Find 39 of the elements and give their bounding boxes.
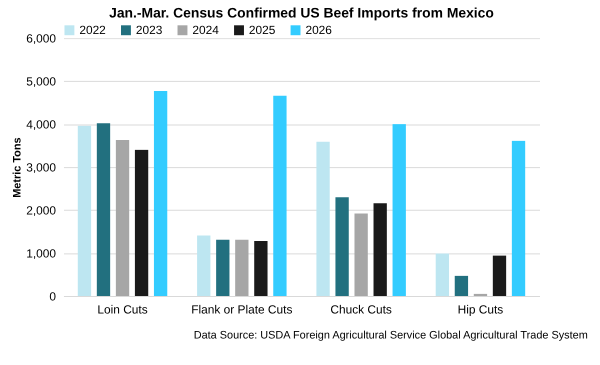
y-tick-label: 4,000 [26, 118, 56, 132]
legend-label: 2026 [305, 23, 332, 38]
legend-label: 2023 [136, 23, 163, 38]
bar [454, 276, 468, 296]
bar [335, 197, 349, 296]
bar [96, 123, 110, 296]
chart-title: Jan.-Mar. Census Confirmed US Beef Imports from Mexico [109, 4, 494, 20]
bar [512, 140, 526, 296]
bar [354, 214, 368, 296]
bar [216, 240, 230, 296]
y-tick-label: 2,000 [26, 204, 56, 218]
bar [154, 91, 168, 296]
y-tick-label: 6,000 [26, 32, 56, 46]
y-tick-label: 0 [49, 290, 56, 304]
y-tick-label: 1,000 [26, 246, 56, 261]
legend-label: 2025 [248, 23, 276, 38]
bar [78, 126, 92, 296]
x-tick-label: Hip Cuts [458, 302, 504, 316]
x-tick-label: Flank or Plate Cuts [191, 302, 292, 316]
x-tick-label: Chuck Cuts [330, 302, 392, 316]
bar [436, 253, 450, 296]
bar [392, 124, 406, 296]
bar [273, 96, 287, 296]
y-tick-label: 3,000 [26, 160, 56, 175]
y-axis-title: Metric Tons [11, 137, 24, 198]
legend-label: 2022 [79, 23, 106, 38]
y-tick-label: 5,000 [26, 74, 56, 89]
source-note: Data Source: USDA Foreign Agricultural Service Global Agricultural Trade System [194, 330, 588, 342]
bar [235, 240, 248, 296]
x-tick-label: Loin Cuts [97, 302, 148, 316]
bar [316, 142, 330, 296]
bar [197, 235, 210, 296]
bar [116, 140, 130, 296]
bar [474, 294, 488, 296]
bar [374, 203, 387, 296]
bar [492, 256, 506, 296]
bar [134, 150, 148, 296]
bar [254, 241, 268, 296]
legend-label: 2024 [192, 23, 220, 38]
